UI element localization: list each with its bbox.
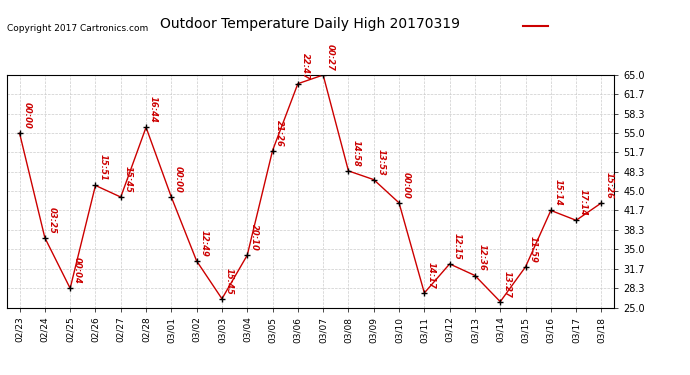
- Text: 15:51: 15:51: [98, 154, 107, 181]
- Text: 03:25: 03:25: [48, 207, 57, 234]
- Text: 20:10: 20:10: [250, 224, 259, 251]
- Text: 12:36: 12:36: [477, 244, 486, 272]
- Text: 15:26: 15:26: [604, 172, 613, 199]
- Text: Temperature (°F): Temperature (°F): [551, 21, 646, 31]
- Text: 21:26: 21:26: [275, 120, 284, 146]
- Text: 15:14: 15:14: [553, 179, 562, 206]
- Text: 00:04: 00:04: [73, 257, 82, 284]
- Text: 00:27: 00:27: [326, 44, 335, 71]
- Text: 00:00: 00:00: [402, 172, 411, 199]
- Text: Outdoor Temperature Daily High 20170319: Outdoor Temperature Daily High 20170319: [161, 17, 460, 31]
- Text: 00:00: 00:00: [174, 166, 183, 193]
- Text: Copyright 2017 Cartronics.com: Copyright 2017 Cartronics.com: [7, 24, 148, 33]
- Text: 16:44: 16:44: [149, 96, 158, 123]
- Text: 17:14: 17:14: [579, 189, 588, 216]
- Text: 13:53: 13:53: [377, 148, 386, 176]
- Text: 12:49: 12:49: [199, 230, 208, 257]
- Text: 13:27: 13:27: [503, 271, 512, 297]
- Text: 14:17: 14:17: [427, 262, 436, 289]
- Text: 12:15: 12:15: [453, 233, 462, 260]
- Text: 00:00: 00:00: [22, 102, 31, 129]
- Text: 22:47: 22:47: [301, 53, 310, 80]
- Text: 11:59: 11:59: [529, 236, 538, 262]
- Text: 15:45: 15:45: [124, 166, 132, 193]
- Text: 15:45: 15:45: [225, 268, 234, 295]
- Text: 14:58: 14:58: [351, 140, 360, 167]
